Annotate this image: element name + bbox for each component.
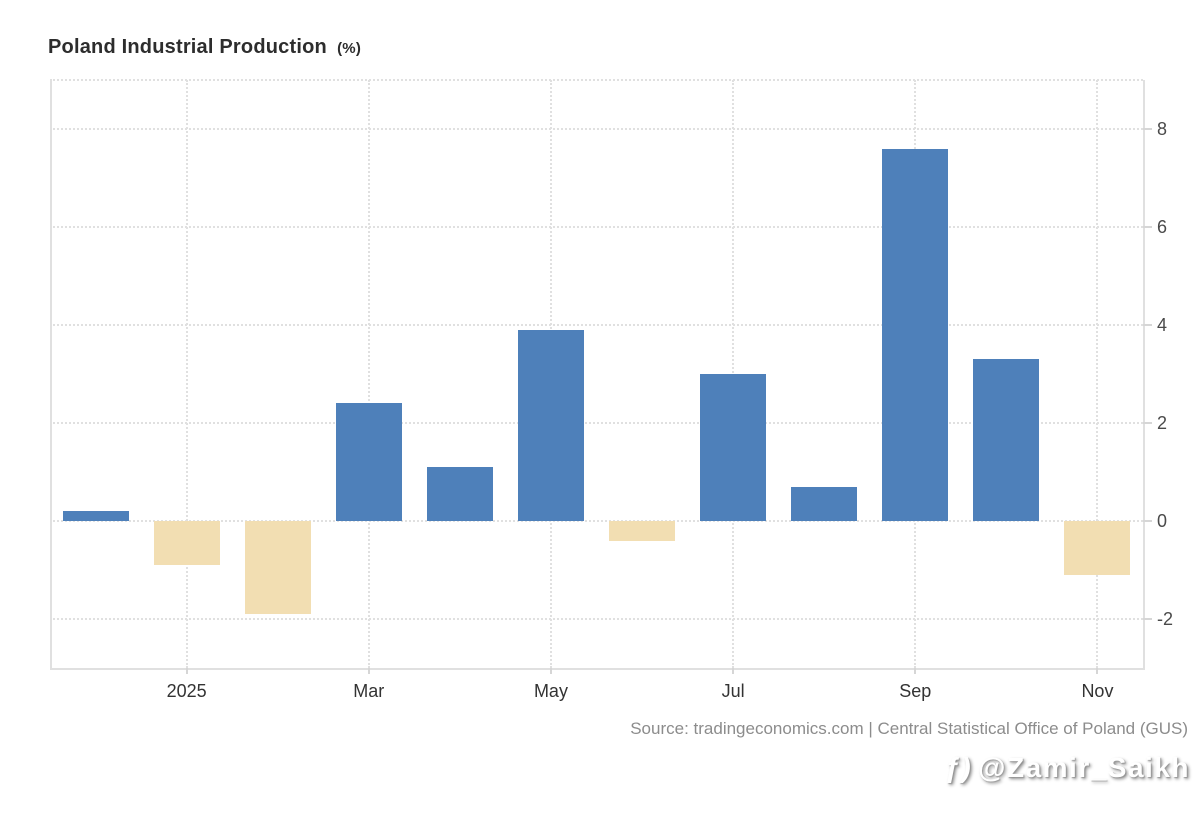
x-axis-label-2025: 2025 <box>166 681 207 701</box>
plot-border-bottom <box>50 668 1145 670</box>
y-axis-tick-8 <box>1143 128 1152 130</box>
bar-mar-2025[interactable] <box>335 403 402 521</box>
x-axis-tick-2025 <box>185 668 188 674</box>
chart-title: Poland Industrial Production (%) <box>48 36 361 59</box>
y-axis-tick-0 <box>1143 520 1152 522</box>
bar-sep-2025[interactable] <box>882 148 949 521</box>
gridline-horizontal-y4 <box>50 324 1143 326</box>
bar-jun-2025[interactable] <box>609 521 676 541</box>
y-axis-label-6: 6 <box>1157 217 1168 237</box>
bar-dec-2024[interactable] <box>62 511 129 521</box>
x-axis-label-may: May <box>533 681 568 701</box>
x-axis-tick-may <box>549 668 552 674</box>
gridline-horizontal-y2 <box>50 422 1143 424</box>
gridline-vertical-2025 <box>185 80 188 668</box>
watermark-handle: @Zamir_Saikh <box>978 752 1190 783</box>
x-axis-label-nov: Nov <box>1081 681 1114 701</box>
y-axis-tick-4 <box>1143 324 1152 326</box>
x-axis-tick-mar <box>367 668 370 674</box>
bar-jan-2025[interactable] <box>153 521 220 566</box>
plot-border-left <box>50 80 52 668</box>
y-axis-tick-6 <box>1143 226 1152 228</box>
gridline-horizontal-y6 <box>50 226 1143 228</box>
bar-may-2025[interactable] <box>517 329 584 521</box>
x-axis-tick-sep <box>914 668 917 674</box>
gridline-vertical-mar <box>367 80 370 668</box>
watermark-logo-icon: ƒ) <box>944 752 973 783</box>
y-axis-label-8: 8 <box>1157 119 1168 139</box>
watermark: ƒ) @Zamir_Saikh <box>944 752 1190 784</box>
y-axis-tick--2 <box>1143 618 1152 620</box>
gridline-vertical-nov <box>1096 80 1099 668</box>
source-attribution: Source: tradingeconomics.com | Central S… <box>630 719 1188 738</box>
gridline-horizontal-y9 <box>50 79 1143 81</box>
x-axis-tick-nov <box>1096 668 1099 674</box>
y-axis-label-2: 2 <box>1157 413 1168 433</box>
bar-feb-2025[interactable] <box>244 521 311 615</box>
y-axis-label--2: -2 <box>1157 609 1174 629</box>
bar-oct-2025[interactable] <box>973 359 1040 521</box>
y-axis-label-0: 0 <box>1157 511 1168 531</box>
chart-title-text: Poland Industrial Production <box>48 36 327 58</box>
gridline-horizontal-y0 <box>50 520 1143 522</box>
x-axis-tick-jul <box>732 668 735 674</box>
chart-title-unit: (%) <box>337 40 362 57</box>
bar-jul-2025[interactable] <box>700 374 767 521</box>
plot-border-right <box>1143 80 1145 668</box>
x-axis-label-mar: Mar <box>353 681 385 701</box>
bar-apr-2025[interactable] <box>426 467 493 521</box>
bar-nov-2025[interactable] <box>1064 521 1131 575</box>
y-axis-tick-2 <box>1143 422 1152 424</box>
y-axis-label-4: 4 <box>1157 315 1168 335</box>
bar-aug-2025[interactable] <box>791 486 858 521</box>
gridline-horizontal-y-2 <box>50 618 1143 620</box>
gridline-horizontal-y8 <box>50 128 1143 130</box>
x-axis-label-jul: Jul <box>721 681 745 701</box>
x-axis-label-sep: Sep <box>899 681 932 701</box>
